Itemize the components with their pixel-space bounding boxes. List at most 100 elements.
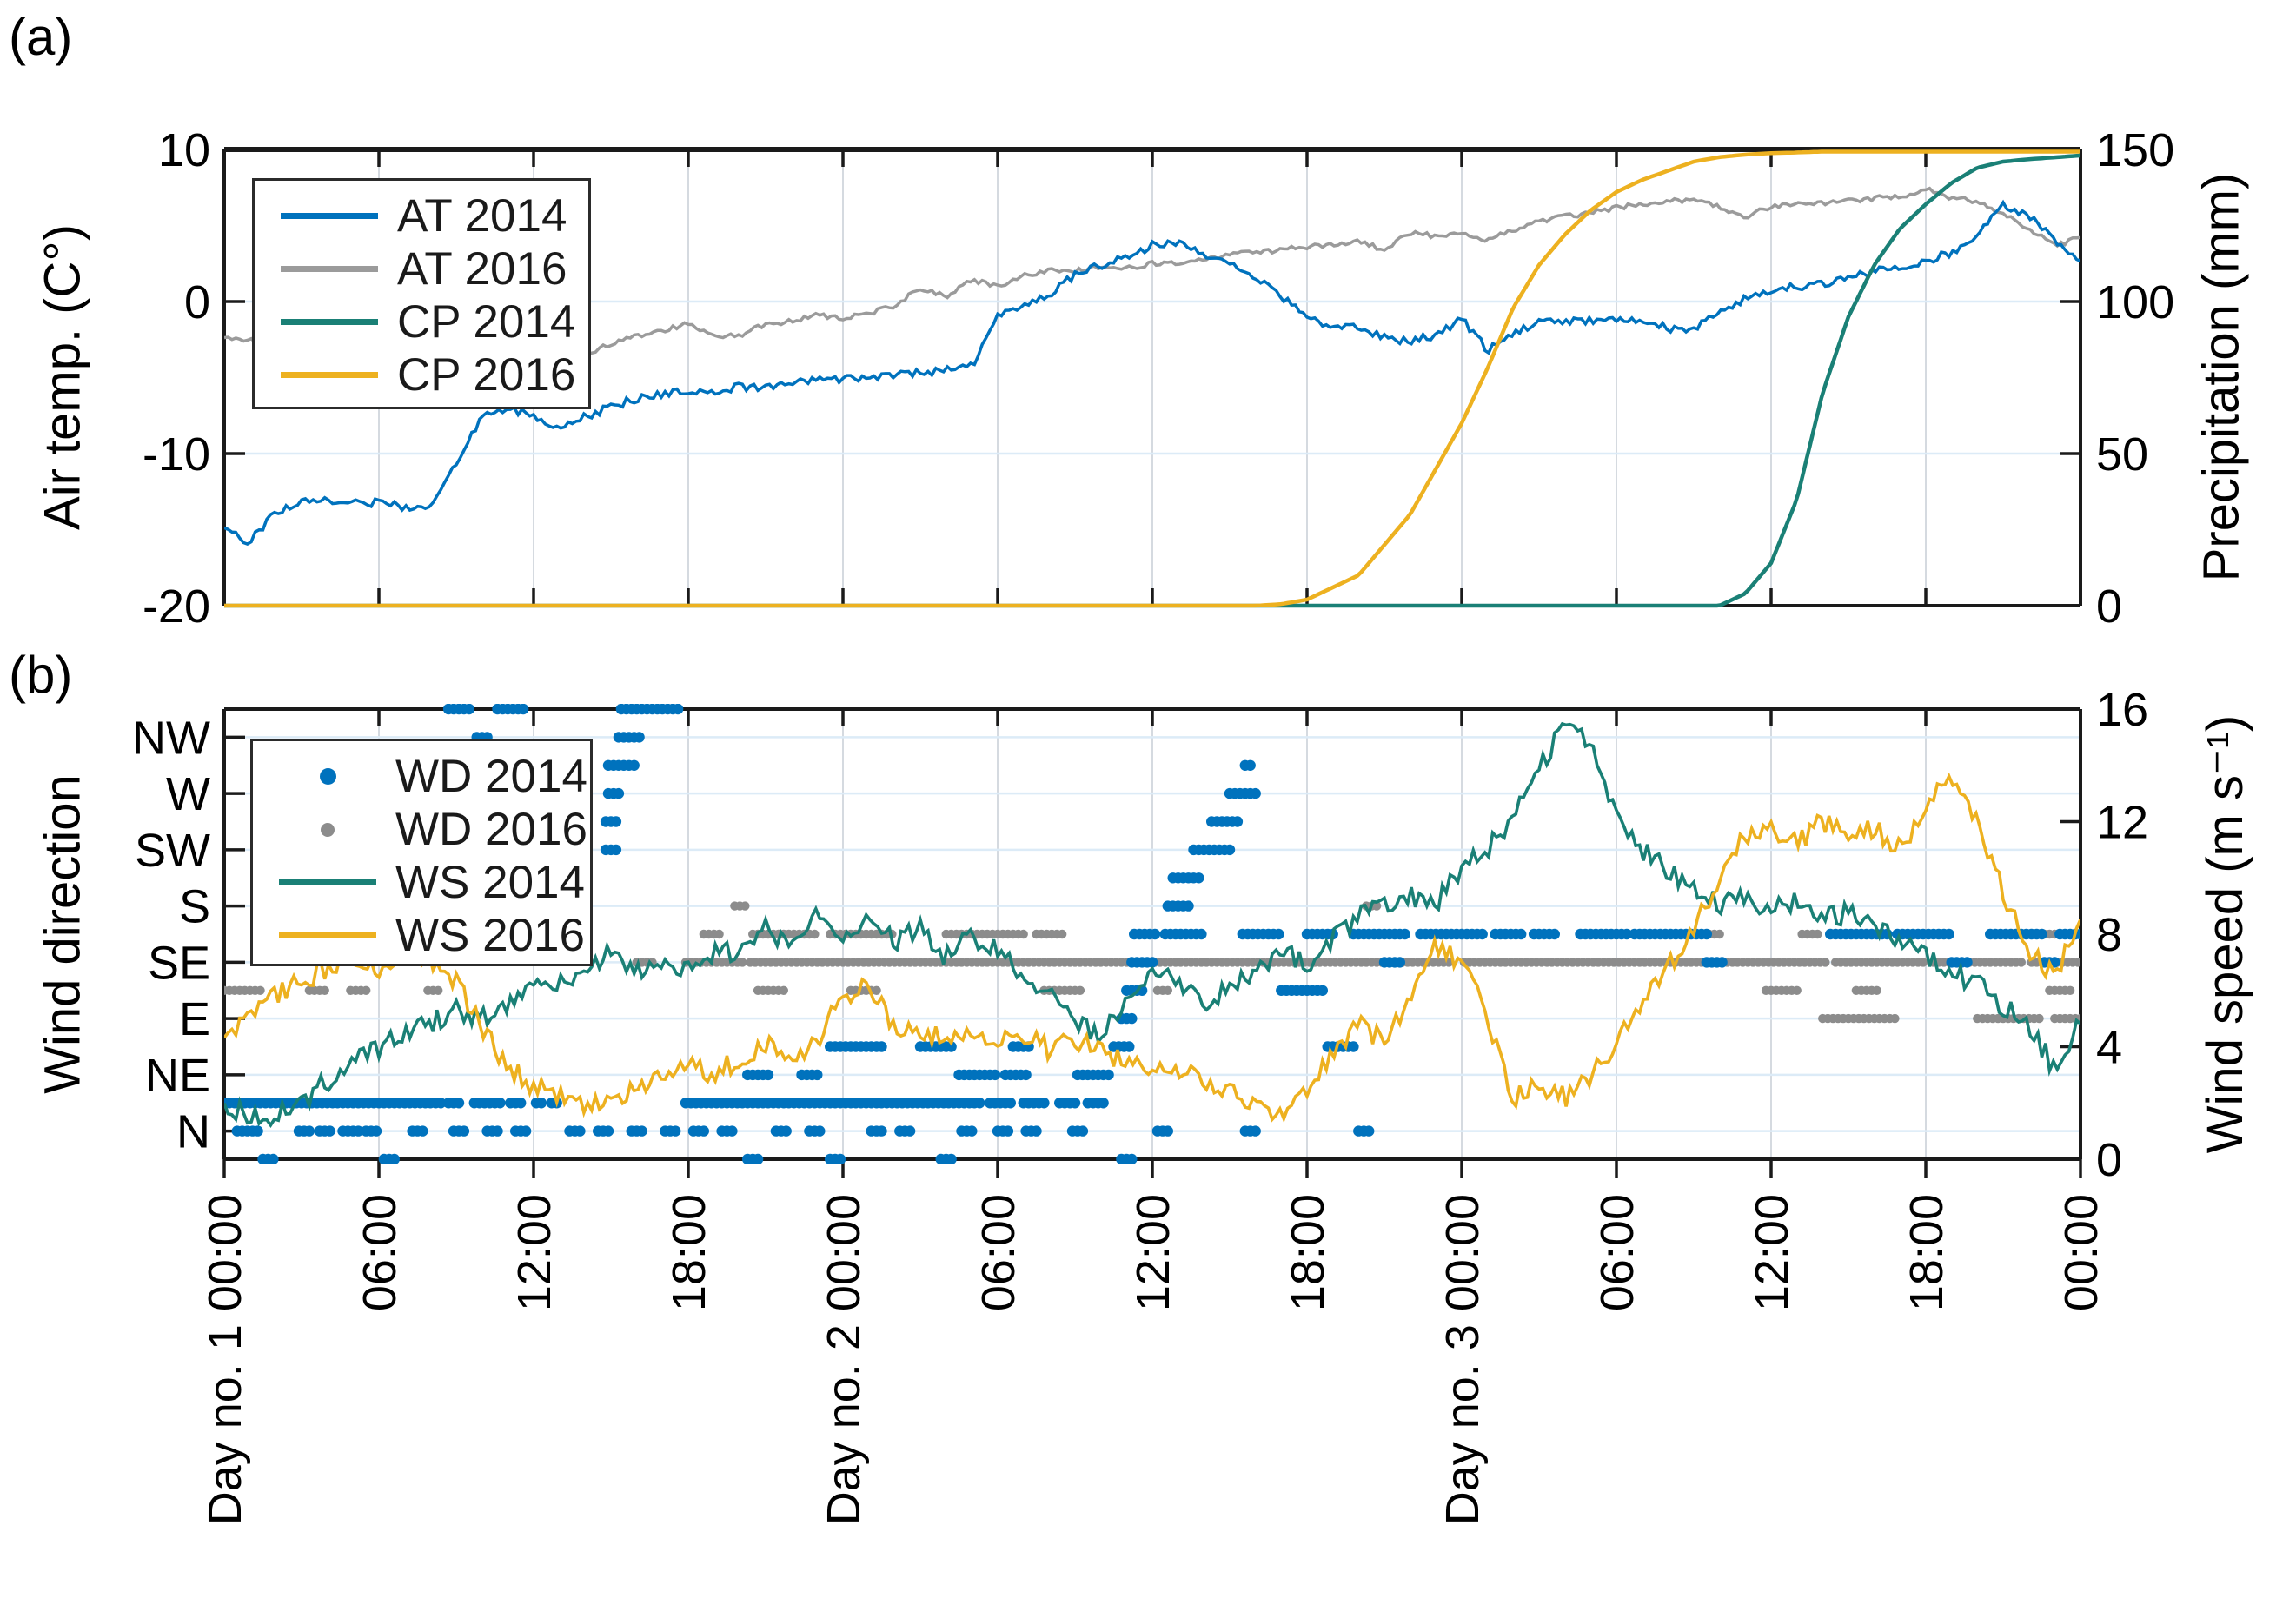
wind-direction-dot bbox=[1077, 1125, 1089, 1137]
wind-direction-dot bbox=[1918, 958, 1928, 967]
wind-direction-dot bbox=[1019, 929, 1028, 939]
series-at-2014 bbox=[224, 199, 2080, 547]
wind-direction-dot bbox=[2036, 928, 2047, 940]
wind-speed-tick-label: 16 bbox=[2096, 684, 2148, 736]
x-tick-label: 18:00 bbox=[1901, 1194, 1953, 1311]
wind-direction-dot bbox=[1163, 985, 1173, 996]
wind-direction-dot bbox=[1002, 1125, 1014, 1137]
wind-direction-dot bbox=[1020, 1069, 1032, 1081]
wind-direction-dot bbox=[1031, 1125, 1042, 1137]
wind-direction-dot bbox=[1872, 985, 1881, 996]
wind-direction-dot bbox=[946, 1041, 957, 1052]
left-tick-label: 10 bbox=[158, 124, 210, 176]
wind-direction-dot bbox=[1231, 816, 1244, 827]
legend-item-cp-2016: CP 2016 bbox=[255, 348, 588, 401]
wind-direction-dot bbox=[762, 1069, 774, 1081]
wind-direction-tick-label: NE bbox=[145, 1050, 210, 1102]
ws-2016-line-swatch-icon bbox=[272, 932, 383, 938]
wind-direction-dot bbox=[1621, 928, 1633, 940]
at-2016-line-swatch-icon bbox=[274, 266, 385, 272]
legend-label: AT 2016 bbox=[397, 243, 567, 295]
legend-item-at-2016: AT 2016 bbox=[255, 242, 588, 295]
wind-direction-dot bbox=[255, 985, 265, 996]
wind-direction-dot bbox=[353, 1125, 364, 1137]
cp-2014-line-swatch-icon bbox=[274, 319, 385, 325]
series-wd-2014 bbox=[224, 704, 2080, 1164]
legend-item-ws-2014: WS 2014 bbox=[253, 856, 590, 909]
wind-direction-dot bbox=[2065, 985, 2075, 996]
legend-label: CP 2014 bbox=[397, 296, 576, 348]
x-tick-label: Day no. 3 00:00 bbox=[1437, 1194, 1489, 1525]
wind-direction-dot bbox=[946, 1153, 957, 1164]
wind-direction-dot bbox=[435, 1098, 447, 1109]
legend-item-cp-2014: CP 2014 bbox=[255, 295, 588, 348]
wind-direction-dot bbox=[1399, 928, 1410, 940]
wind-direction-dot bbox=[463, 704, 474, 715]
wind-direction-dot bbox=[876, 1041, 887, 1052]
wind-direction-dot bbox=[453, 1098, 465, 1109]
wind-direction-dot bbox=[610, 816, 622, 827]
wind-direction-dot bbox=[1549, 928, 1561, 940]
axis-label-precipitation: Precipitation (mm) bbox=[2193, 172, 2250, 582]
b-line-series bbox=[224, 721, 2080, 1128]
wind-direction-dot bbox=[602, 1125, 614, 1137]
wind-direction-dot bbox=[434, 985, 443, 996]
wind-direction-dot bbox=[1149, 928, 1161, 940]
wind-direction-dot bbox=[628, 759, 640, 771]
wind-direction-dot bbox=[1821, 958, 1830, 967]
wind-direction-tick-label: SE bbox=[148, 937, 210, 989]
legend-label: WS 2016 bbox=[395, 910, 586, 961]
series-cp-2016 bbox=[224, 149, 2080, 608]
wind-direction-dot bbox=[252, 1125, 263, 1137]
wind-direction-dot bbox=[515, 1098, 527, 1109]
wind-direction-dot bbox=[636, 1125, 647, 1137]
wind-direction-dot bbox=[966, 1125, 978, 1137]
left-tick-label: -10 bbox=[143, 428, 210, 481]
axis-label-wind-speed: Wind speed (m s⁻¹) bbox=[2197, 714, 2253, 1154]
series-ws-2014 bbox=[224, 721, 2080, 1128]
legend-label: CP 2016 bbox=[397, 349, 576, 401]
left-tick-label: 0 bbox=[184, 276, 210, 328]
wind-direction-dot bbox=[2073, 958, 2080, 967]
wind-direction-dot bbox=[1124, 1041, 1135, 1052]
wind-direction-dot bbox=[834, 1153, 846, 1164]
wind-direction-dot bbox=[610, 844, 622, 856]
wind-direction-dot bbox=[1039, 1098, 1050, 1109]
legend-label: WS 2014 bbox=[395, 857, 586, 908]
wind-direction-dot bbox=[1058, 929, 1067, 939]
wind-direction-dot bbox=[370, 1125, 382, 1137]
right-tick-label: 0 bbox=[2096, 580, 2122, 633]
series-ws-2016 bbox=[224, 772, 2080, 1124]
axis-label-air-temp: Air temp. (C°) bbox=[34, 224, 91, 530]
wind-direction-dot bbox=[740, 901, 750, 911]
a-gridlines bbox=[378, 149, 1927, 606]
ws-2014-line-swatch-icon bbox=[272, 879, 383, 885]
x-tick-labels: Day no. 1 00:00 06:00 12:00 18:00 Day no. 2 … bbox=[199, 1194, 2107, 1525]
wind-direction-dot bbox=[1126, 1012, 1138, 1025]
wind-direction-dot bbox=[1476, 928, 1488, 940]
wind-direction-dot bbox=[727, 1125, 738, 1137]
wind-direction-dot bbox=[814, 1125, 826, 1137]
wind-speed-tick-label: 0 bbox=[2096, 1134, 2122, 1186]
wind-direction-dot bbox=[1715, 929, 1724, 939]
wind-direction-dot bbox=[1716, 957, 1728, 968]
x-tick-label: 18:00 bbox=[1282, 1194, 1334, 1311]
right-tick-label: 100 bbox=[2096, 276, 2174, 328]
wind-direction-dot bbox=[303, 1125, 315, 1137]
wind-direction-dot bbox=[324, 1125, 335, 1137]
wind-direction-dot bbox=[520, 1125, 532, 1137]
wind-direction-dot bbox=[1146, 957, 1158, 968]
x-tick-label: Day no. 1 00:00 bbox=[199, 1194, 251, 1525]
wind-direction-dot bbox=[714, 929, 724, 939]
wind-direction-dot bbox=[2034, 1013, 2044, 1024]
wind-direction-dot bbox=[738, 958, 747, 967]
legend-label: WD 2014 bbox=[395, 751, 587, 802]
wind-direction-dot bbox=[1244, 759, 1256, 771]
wind-direction-dot bbox=[872, 985, 881, 996]
wind-direction-dot bbox=[698, 1125, 709, 1137]
wind-direction-dot bbox=[1162, 1125, 1174, 1137]
wind-direction-dot bbox=[1193, 872, 1204, 884]
wind-direction-dot bbox=[1701, 928, 1713, 940]
